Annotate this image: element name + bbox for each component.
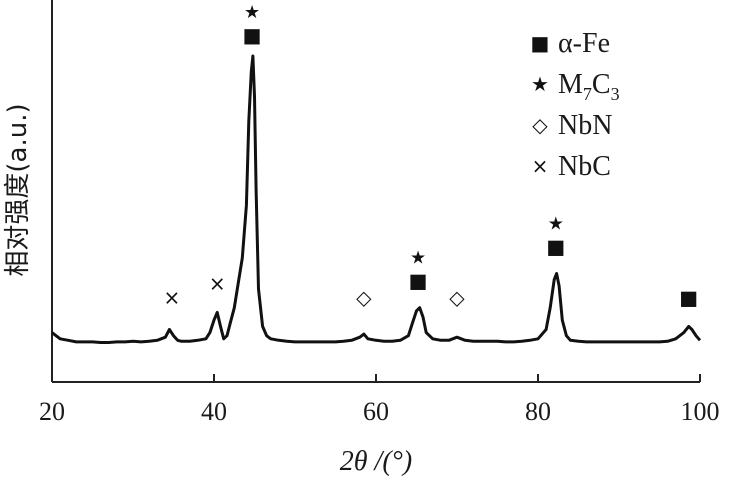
legend: ■ α-Fe ★ M7C3 ◇ NbN × NbC bbox=[531, 28, 620, 182]
x-axis-title: 2θ /(°) bbox=[340, 446, 412, 477]
x-tick-label: 20 bbox=[39, 397, 65, 426]
legend-label: α-Fe bbox=[558, 28, 610, 59]
x-tick-label: 100 bbox=[681, 397, 720, 426]
x-ticks: 20 40 60 80 100 bbox=[39, 374, 720, 426]
y-axis-title: 相对强度(a.u.) bbox=[3, 103, 33, 276]
alpha-fe-marker-icon: ■ bbox=[531, 31, 550, 55]
alpha-fe-marker-icon: ■ bbox=[679, 285, 698, 309]
m7c3-marker-icon: ★ bbox=[410, 247, 426, 268]
legend-label: M7C3 bbox=[558, 69, 620, 104]
nbn-marker-icon: ◇ bbox=[449, 285, 465, 309]
alpha-fe-marker-icon: ■ bbox=[409, 268, 428, 292]
legend-label: NbC bbox=[558, 151, 611, 182]
x-tick-label: 80 bbox=[525, 397, 551, 426]
nbc-marker-icon: × bbox=[532, 154, 549, 178]
alpha-fe-marker-icon: ■ bbox=[546, 235, 565, 259]
m7c3-marker-icon: ★ bbox=[548, 214, 564, 235]
nbc-marker-icon: × bbox=[163, 285, 180, 309]
alpha-fe-marker-icon: ■ bbox=[243, 23, 262, 47]
x-tick-label: 40 bbox=[201, 397, 227, 426]
peak-markers: ××■★◇■★◇■★■ bbox=[163, 2, 698, 310]
nbn-marker-icon: ◇ bbox=[532, 113, 548, 137]
nbn-marker-icon: ◇ bbox=[356, 285, 372, 309]
m7c3-marker-icon: ★ bbox=[244, 2, 260, 23]
x-tick-label: 60 bbox=[363, 397, 389, 426]
legend-label: NbN bbox=[558, 110, 612, 141]
m7c3-marker-icon: ★ bbox=[531, 72, 549, 96]
xrd-series-line bbox=[51, 54, 702, 344]
nbc-marker-icon: × bbox=[209, 271, 226, 295]
